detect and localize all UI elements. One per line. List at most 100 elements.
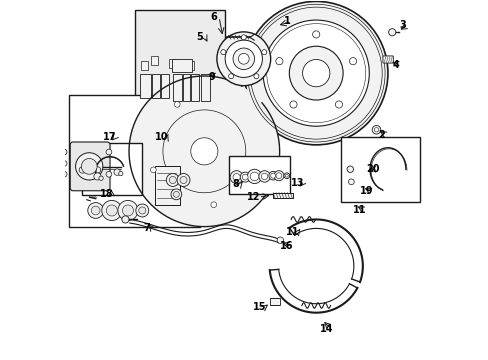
Circle shape — [373, 128, 378, 132]
Bar — [191, 74, 198, 101]
Circle shape — [273, 171, 284, 181]
Circle shape — [276, 173, 281, 179]
Circle shape — [169, 176, 176, 184]
Text: 19: 19 — [359, 186, 372, 197]
Circle shape — [94, 167, 101, 173]
Circle shape — [61, 171, 67, 177]
Circle shape — [253, 74, 259, 79]
Text: 14: 14 — [319, 324, 332, 334]
Circle shape — [268, 171, 277, 180]
Circle shape — [289, 101, 296, 108]
Circle shape — [371, 126, 380, 134]
Circle shape — [106, 205, 117, 216]
Text: 10: 10 — [155, 132, 168, 142]
Circle shape — [250, 172, 258, 181]
Bar — [161, 74, 169, 98]
Text: 4: 4 — [392, 60, 398, 70]
Circle shape — [94, 173, 101, 180]
Circle shape — [261, 173, 267, 180]
Circle shape — [166, 174, 179, 186]
Bar — [172, 59, 191, 72]
Text: 20: 20 — [366, 164, 379, 174]
Circle shape — [150, 167, 156, 173]
Text: 7: 7 — [143, 224, 150, 233]
Circle shape — [61, 161, 67, 166]
Bar — [172, 74, 182, 101]
Circle shape — [106, 171, 112, 177]
Text: 9: 9 — [208, 72, 215, 82]
Bar — [169, 59, 176, 68]
Circle shape — [122, 216, 129, 223]
Bar — [155, 166, 180, 205]
Circle shape — [99, 176, 103, 180]
Circle shape — [139, 207, 145, 214]
Text: 16: 16 — [280, 241, 293, 251]
Circle shape — [258, 171, 270, 182]
Bar — [135, 10, 224, 113]
Circle shape — [173, 192, 179, 197]
Circle shape — [388, 29, 395, 36]
Text: 15: 15 — [252, 302, 266, 312]
Circle shape — [284, 173, 289, 179]
FancyBboxPatch shape — [382, 56, 392, 63]
Circle shape — [174, 102, 180, 107]
Circle shape — [180, 176, 187, 184]
Circle shape — [302, 59, 329, 87]
Circle shape — [76, 153, 102, 180]
Circle shape — [114, 169, 120, 175]
Circle shape — [91, 206, 100, 215]
Circle shape — [348, 179, 353, 185]
Circle shape — [242, 174, 247, 180]
Text: 3: 3 — [399, 20, 406, 30]
Text: 11: 11 — [285, 227, 299, 237]
Circle shape — [81, 158, 97, 174]
Text: 17: 17 — [103, 132, 117, 142]
Circle shape — [79, 167, 85, 173]
Circle shape — [88, 203, 103, 219]
Bar — [140, 61, 147, 70]
Circle shape — [190, 138, 218, 165]
Bar — [269, 298, 279, 305]
Bar — [69, 95, 199, 227]
FancyBboxPatch shape — [70, 142, 110, 191]
Circle shape — [136, 204, 148, 217]
Circle shape — [224, 40, 262, 77]
Circle shape — [119, 171, 122, 176]
Circle shape — [241, 35, 246, 40]
Circle shape — [118, 201, 138, 221]
Circle shape — [177, 174, 190, 186]
Circle shape — [277, 237, 283, 243]
Bar — [82, 143, 142, 195]
Circle shape — [102, 201, 122, 221]
Circle shape — [171, 189, 182, 200]
Circle shape — [233, 174, 240, 181]
Circle shape — [210, 202, 216, 208]
Circle shape — [349, 58, 356, 65]
Bar — [150, 56, 158, 65]
Circle shape — [238, 53, 249, 64]
Circle shape — [230, 171, 243, 184]
Circle shape — [240, 172, 250, 182]
Bar — [187, 61, 194, 70]
Text: 6: 6 — [210, 12, 217, 22]
Circle shape — [335, 101, 342, 108]
Circle shape — [228, 74, 233, 79]
Circle shape — [289, 46, 343, 100]
Circle shape — [86, 164, 93, 171]
Circle shape — [270, 173, 275, 178]
Circle shape — [106, 149, 112, 155]
Text: 18: 18 — [100, 189, 113, 199]
Circle shape — [263, 20, 368, 126]
Circle shape — [122, 205, 133, 216]
Bar — [273, 193, 292, 198]
Bar — [201, 74, 209, 101]
Text: 2: 2 — [377, 130, 384, 140]
Text: 11: 11 — [352, 206, 366, 216]
Circle shape — [221, 50, 225, 55]
Circle shape — [217, 32, 270, 86]
Circle shape — [129, 76, 279, 226]
Text: 12: 12 — [246, 192, 260, 202]
Circle shape — [346, 166, 353, 172]
Circle shape — [233, 48, 254, 69]
Bar — [341, 137, 419, 202]
